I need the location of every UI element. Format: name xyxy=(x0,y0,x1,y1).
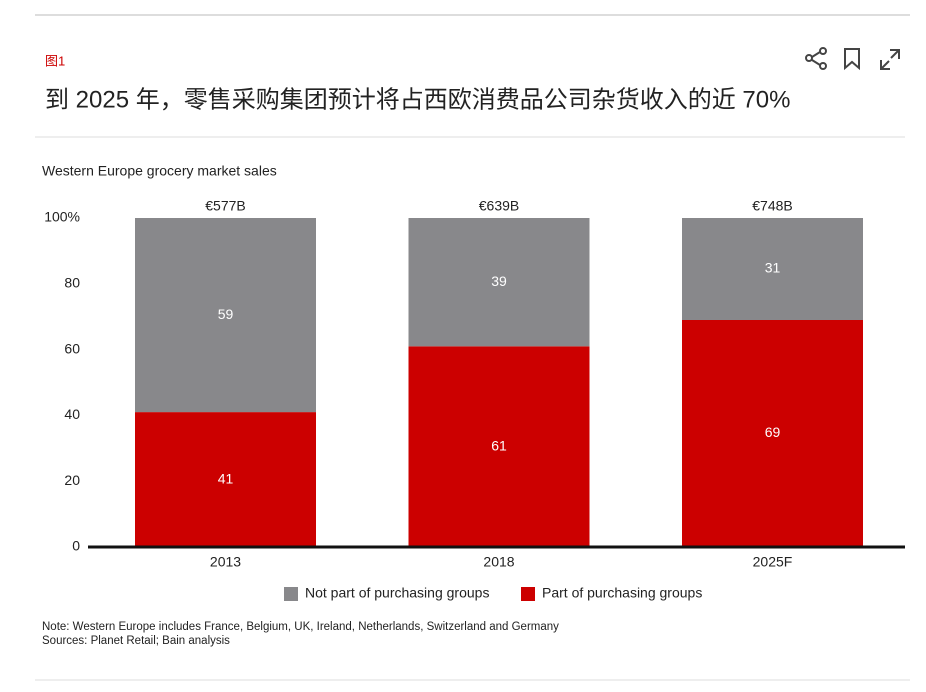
bar-segment xyxy=(408,346,590,547)
bar-segment xyxy=(682,319,863,547)
y-tick-label: 80 xyxy=(64,275,80,291)
bar-total-label: €748B xyxy=(752,198,792,214)
y-tick-label: 60 xyxy=(64,340,80,356)
x-tick-label: 2025F xyxy=(753,554,793,570)
share-icon[interactable] xyxy=(805,47,827,70)
chart-title: Western Europe grocery market sales xyxy=(42,163,277,179)
bar-segment xyxy=(682,218,863,320)
y-tick-label: 40 xyxy=(64,406,80,422)
data-label: 59 xyxy=(218,306,234,322)
bar-segment xyxy=(135,412,316,547)
headline: 到 2025 年，零售采购集团预计将占西欧消费品公司杂货收入的近 70% xyxy=(45,86,790,113)
data-label: 39 xyxy=(491,273,507,289)
source: Sources: Planet Retail; Bain analysis xyxy=(42,635,230,647)
y-tick-label: 20 xyxy=(64,472,80,488)
x-tick-label: 2018 xyxy=(483,554,514,570)
data-label: 61 xyxy=(491,437,507,453)
note: Note: Western Europe includes France, Be… xyxy=(42,621,559,633)
bar-total-label: €639B xyxy=(479,198,519,214)
bar-total-label: €577B xyxy=(205,198,245,214)
bookmark-icon[interactable] xyxy=(844,48,860,71)
y-tick-label: 100% xyxy=(44,209,80,225)
toolbar xyxy=(805,47,900,71)
legend-label: Part of purchasing groups xyxy=(542,585,702,601)
data-label: 41 xyxy=(218,470,234,486)
bar-segment xyxy=(135,218,316,413)
y-tick-label: 0 xyxy=(72,538,80,554)
expand-icon[interactable] xyxy=(880,49,900,70)
legend-swatch xyxy=(284,587,298,601)
legend-label: Not part of purchasing groups xyxy=(305,585,489,601)
x-tick-label: 2013 xyxy=(210,554,241,570)
bar-segment xyxy=(408,218,590,347)
legend-swatch xyxy=(521,587,535,601)
data-label: 69 xyxy=(765,424,781,440)
figure-label: 图1 xyxy=(45,53,65,68)
data-label: 31 xyxy=(765,260,781,276)
